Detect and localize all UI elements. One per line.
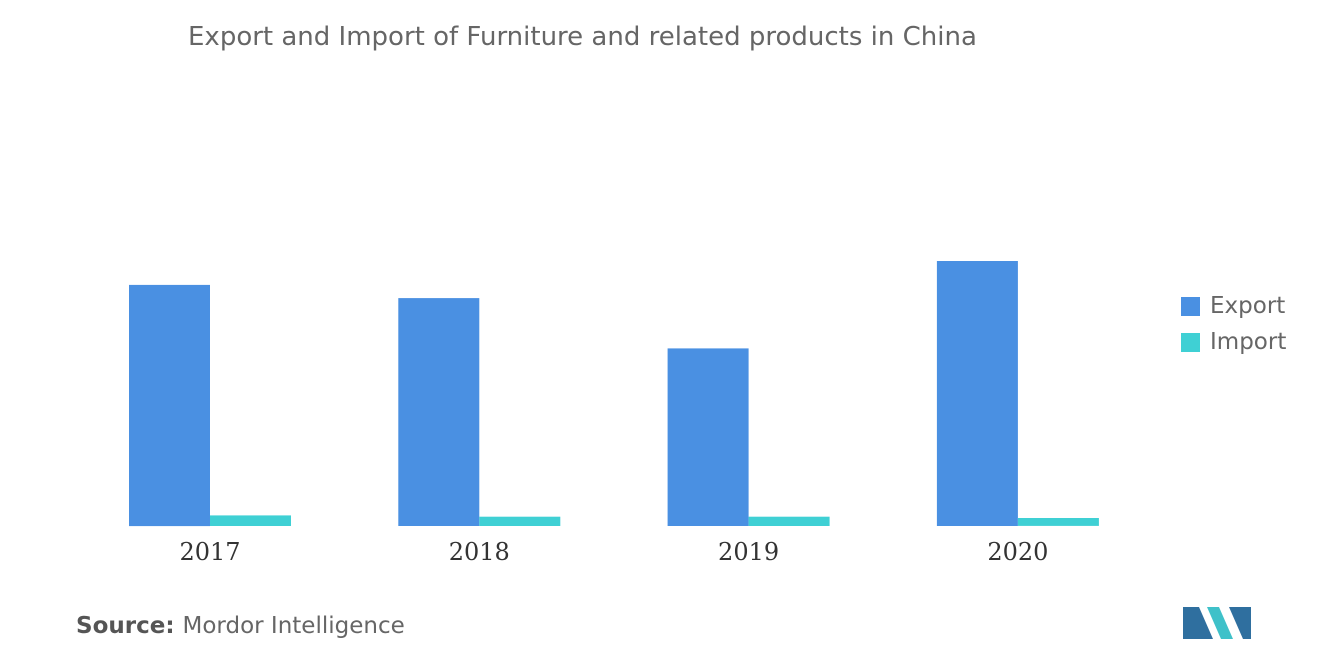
- mordor-intelligence-logo-icon: [1183, 607, 1251, 639]
- bar-export-2020: [936, 261, 1018, 526]
- bar-export-2018: [398, 298, 480, 526]
- x-axis-ticks: 2017 2018 2019 2020: [179, 538, 1048, 566]
- x-tick-label-2020: 2020: [987, 538, 1048, 566]
- logo-shape-left: [1183, 607, 1213, 639]
- legend-swatch-export: [1181, 296, 1200, 316]
- source-value: Mordor Intelligence: [182, 613, 405, 639]
- x-tick-label-2019: 2019: [718, 538, 779, 566]
- legend-swatch-import: [1181, 332, 1200, 352]
- logo-shape-right: [1229, 607, 1251, 639]
- bar-import-2018: [479, 516, 561, 526]
- bar-export-2019: [667, 348, 749, 526]
- bar-import-2020: [1017, 518, 1099, 526]
- logo-shape-middle: [1207, 607, 1233, 639]
- legend-item-export: Export: [1181, 288, 1286, 324]
- x-tick-label-2018: 2018: [449, 538, 510, 566]
- bar-import-2017: [210, 515, 291, 526]
- bar-chart: 2017 2018 2019 2020: [129, 261, 1099, 566]
- bar-import-2019: [748, 516, 830, 526]
- legend-label-import: Import: [1210, 329, 1287, 355]
- chart-title: Export and Import of Furniture and relat…: [188, 22, 977, 52]
- legend: Export Import: [1181, 288, 1286, 360]
- x-tick-label-2017: 2017: [179, 538, 240, 566]
- source-label: Source:: [76, 613, 175, 639]
- legend-item-import: Import: [1181, 324, 1286, 360]
- bars-group: [129, 261, 1099, 527]
- bar-export-2017: [129, 284, 210, 527]
- legend-label-export: Export: [1210, 293, 1286, 319]
- source-note: Source: Mordor Intelligence: [76, 613, 405, 639]
